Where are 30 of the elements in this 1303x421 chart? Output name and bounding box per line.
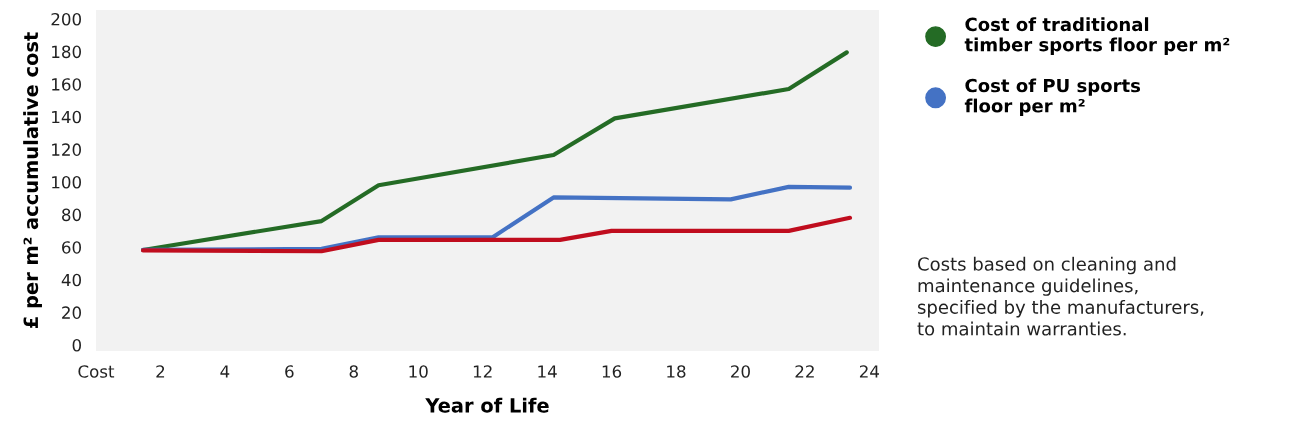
x-tick-label: 18 [667, 365, 686, 378]
x-tick-label: 16 [602, 365, 622, 378]
legend-label: Cost of PU sports floor per m² [964, 78, 1141, 117]
x-tick-label: 4 [220, 365, 230, 378]
y-tick-label: 140 [52, 110, 81, 124]
x-tick-label: 2 [156, 365, 165, 378]
legend-label: Cost of traditional timber sports floor per m² [964, 17, 1230, 55]
x-tick-label: 6 [285, 365, 294, 378]
line-series [140, 215, 853, 254]
x-tick-label: 22 [795, 365, 814, 378]
x-tick-label: 14 [538, 365, 557, 378]
y-tick-label: 180 [52, 45, 81, 59]
y-tick-label: 20 [62, 306, 81, 319]
y-tick-label: 100 [52, 175, 81, 189]
y-tick-label: 200 [51, 12, 81, 26]
x-tick-label: Cost [78, 365, 115, 378]
x-tick-label: 10 [409, 365, 428, 378]
y-tick-label: 120 [52, 143, 81, 156]
x-tick-label: 8 [349, 365, 358, 378]
y-tick-label: 80 [62, 208, 81, 222]
y-axis-title: £ per m² accumulative cost [23, 32, 42, 329]
x-tick-label: 20 [731, 365, 750, 378]
x-axis-title: Year of Life [425, 397, 549, 413]
y-tick-label: 40 [61, 273, 81, 287]
x-tick-label: 12 [473, 365, 492, 378]
y-tick-label: 160 [52, 78, 81, 91]
y-tick-label: 60 [62, 241, 81, 254]
text: Costs based on cleaning and maintenance guidelines, specified by the manufacturers, to maintain warranties. [917, 256, 1204, 336]
x-tick-label: 24 [859, 365, 879, 378]
y-tick-label: 0 [72, 338, 81, 352]
